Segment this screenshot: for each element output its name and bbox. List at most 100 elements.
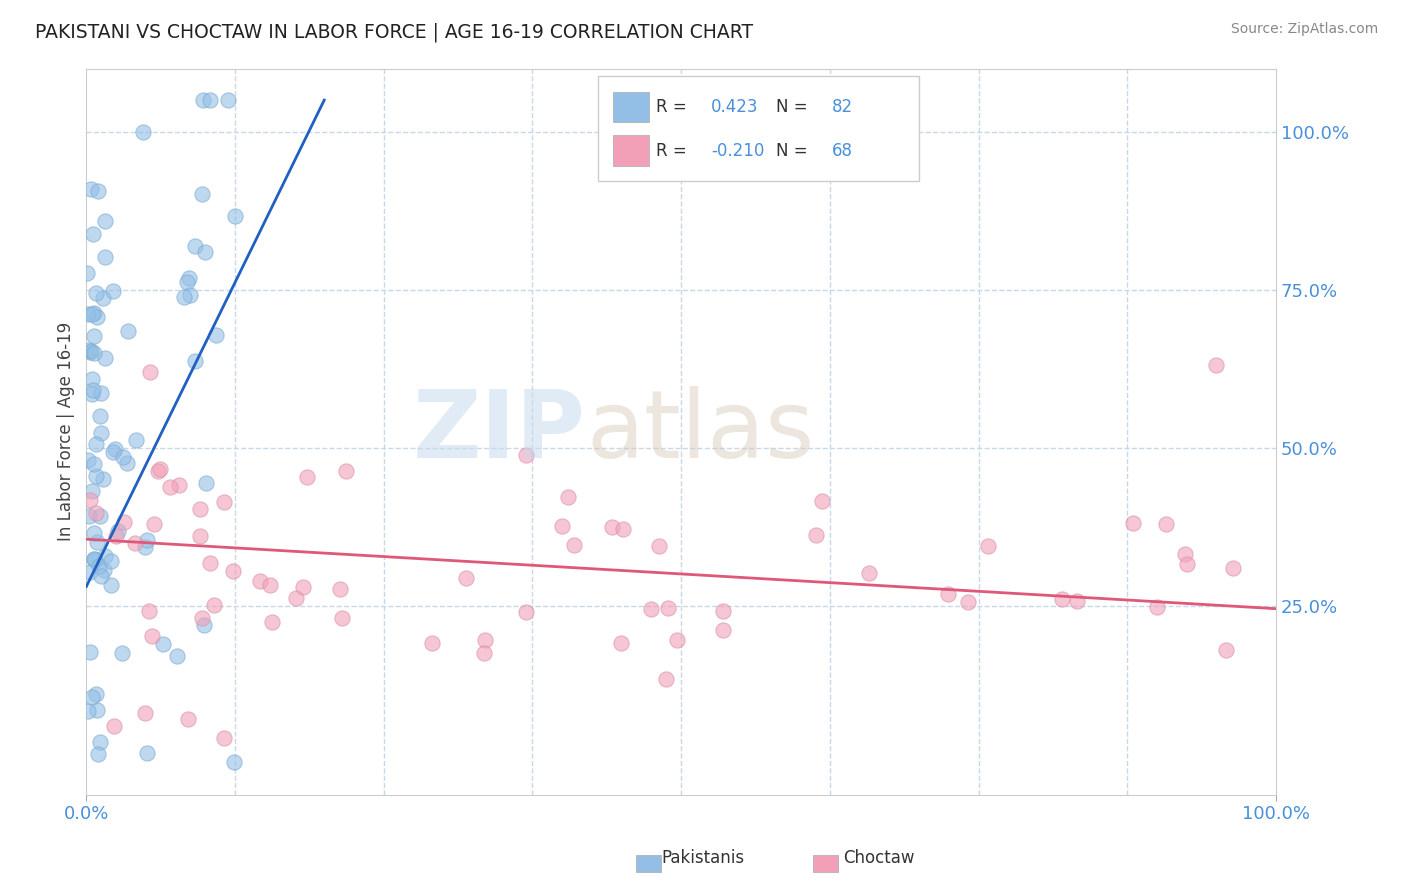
Point: [810, 493, 832, 508]
Point: [1050, 592, 1073, 607]
Point: [198, 93, 221, 107]
Point: [193, 618, 215, 632]
Point: [77, 307, 100, 321]
Point: [131, 125, 153, 139]
Point: [610, 636, 633, 650]
Point: [76, 266, 98, 280]
Point: [295, 470, 318, 484]
Point: [134, 706, 156, 720]
Point: [79, 565, 101, 579]
Point: [90, 385, 112, 400]
Point: [335, 464, 357, 478]
Point: [83, 458, 105, 472]
Point: [262, 615, 284, 630]
Point: [86, 535, 108, 549]
Point: [125, 433, 148, 447]
Y-axis label: In Labor Force | Age 16-19: In Labor Force | Age 16-19: [58, 322, 75, 541]
Point: [167, 478, 190, 492]
Point: [1222, 561, 1244, 575]
Point: [83, 328, 105, 343]
Point: [188, 502, 211, 516]
Point: [202, 598, 225, 612]
Point: [91, 291, 114, 305]
Text: Pakistanis: Pakistanis: [661, 849, 745, 867]
Point: [82, 227, 104, 241]
Point: [89, 509, 111, 524]
Point: [936, 587, 959, 601]
Point: [135, 746, 157, 760]
Point: [84, 687, 107, 701]
Point: [79, 345, 101, 359]
Point: [330, 611, 353, 625]
Point: [101, 445, 124, 459]
Text: PAKISTANI VS CHOCTAW IN LABOR FORCE | AGE 16-19 CORRELATION CHART: PAKISTANI VS CHOCTAW IN LABOR FORCE | AG…: [35, 22, 754, 42]
Point: [84, 285, 107, 300]
Point: [94, 214, 117, 228]
Point: [83, 552, 105, 566]
Point: [191, 611, 214, 625]
Text: ZIP: ZIP: [413, 386, 586, 478]
Point: [93, 549, 115, 563]
Text: 68: 68: [832, 142, 853, 160]
Point: [79, 645, 101, 659]
Point: [100, 578, 122, 592]
Point: [654, 673, 676, 687]
Point: [89, 425, 111, 440]
Point: [138, 604, 160, 618]
Point: [515, 605, 537, 619]
Point: [86, 310, 108, 324]
Point: [103, 284, 125, 298]
Point: [184, 238, 207, 252]
Point: [551, 518, 574, 533]
Point: [80, 307, 103, 321]
Point: [184, 353, 207, 368]
Point: [1174, 547, 1197, 561]
Point: [90, 568, 112, 582]
Point: [82, 387, 104, 401]
Point: [146, 464, 169, 478]
Point: [89, 409, 111, 424]
Point: [666, 632, 689, 647]
Text: atlas: atlas: [586, 386, 814, 478]
Point: [117, 324, 139, 338]
Point: [188, 529, 211, 543]
Point: [77, 509, 100, 524]
Point: [83, 525, 105, 540]
Point: [977, 539, 1000, 553]
Point: [89, 735, 111, 749]
Point: [103, 718, 125, 732]
Point: [80, 484, 103, 499]
Point: [136, 533, 159, 547]
Point: [173, 290, 195, 304]
Point: [217, 93, 239, 107]
Point: [138, 364, 160, 378]
Point: [77, 704, 100, 718]
Text: R =: R =: [657, 98, 692, 116]
Point: [104, 442, 127, 456]
Point: [82, 690, 104, 704]
Point: [291, 581, 314, 595]
Point: [806, 528, 828, 542]
Point: [83, 345, 105, 359]
Point: [191, 93, 214, 107]
Point: [93, 563, 115, 577]
Point: [956, 595, 979, 609]
Point: [858, 566, 880, 580]
Point: [474, 633, 496, 648]
Point: [80, 344, 103, 359]
Text: Source: ZipAtlas.com: Source: ZipAtlas.com: [1230, 22, 1378, 37]
Point: [259, 578, 281, 592]
Point: [648, 539, 671, 553]
Point: [194, 475, 217, 490]
Point: [76, 453, 98, 467]
Point: [1066, 594, 1088, 608]
Point: [82, 384, 104, 398]
Point: [177, 270, 200, 285]
Point: [80, 372, 103, 386]
Point: [87, 184, 110, 198]
Point: [285, 591, 308, 605]
Point: [83, 551, 105, 566]
Point: [83, 305, 105, 319]
Point: [454, 571, 477, 585]
Point: [111, 450, 134, 465]
